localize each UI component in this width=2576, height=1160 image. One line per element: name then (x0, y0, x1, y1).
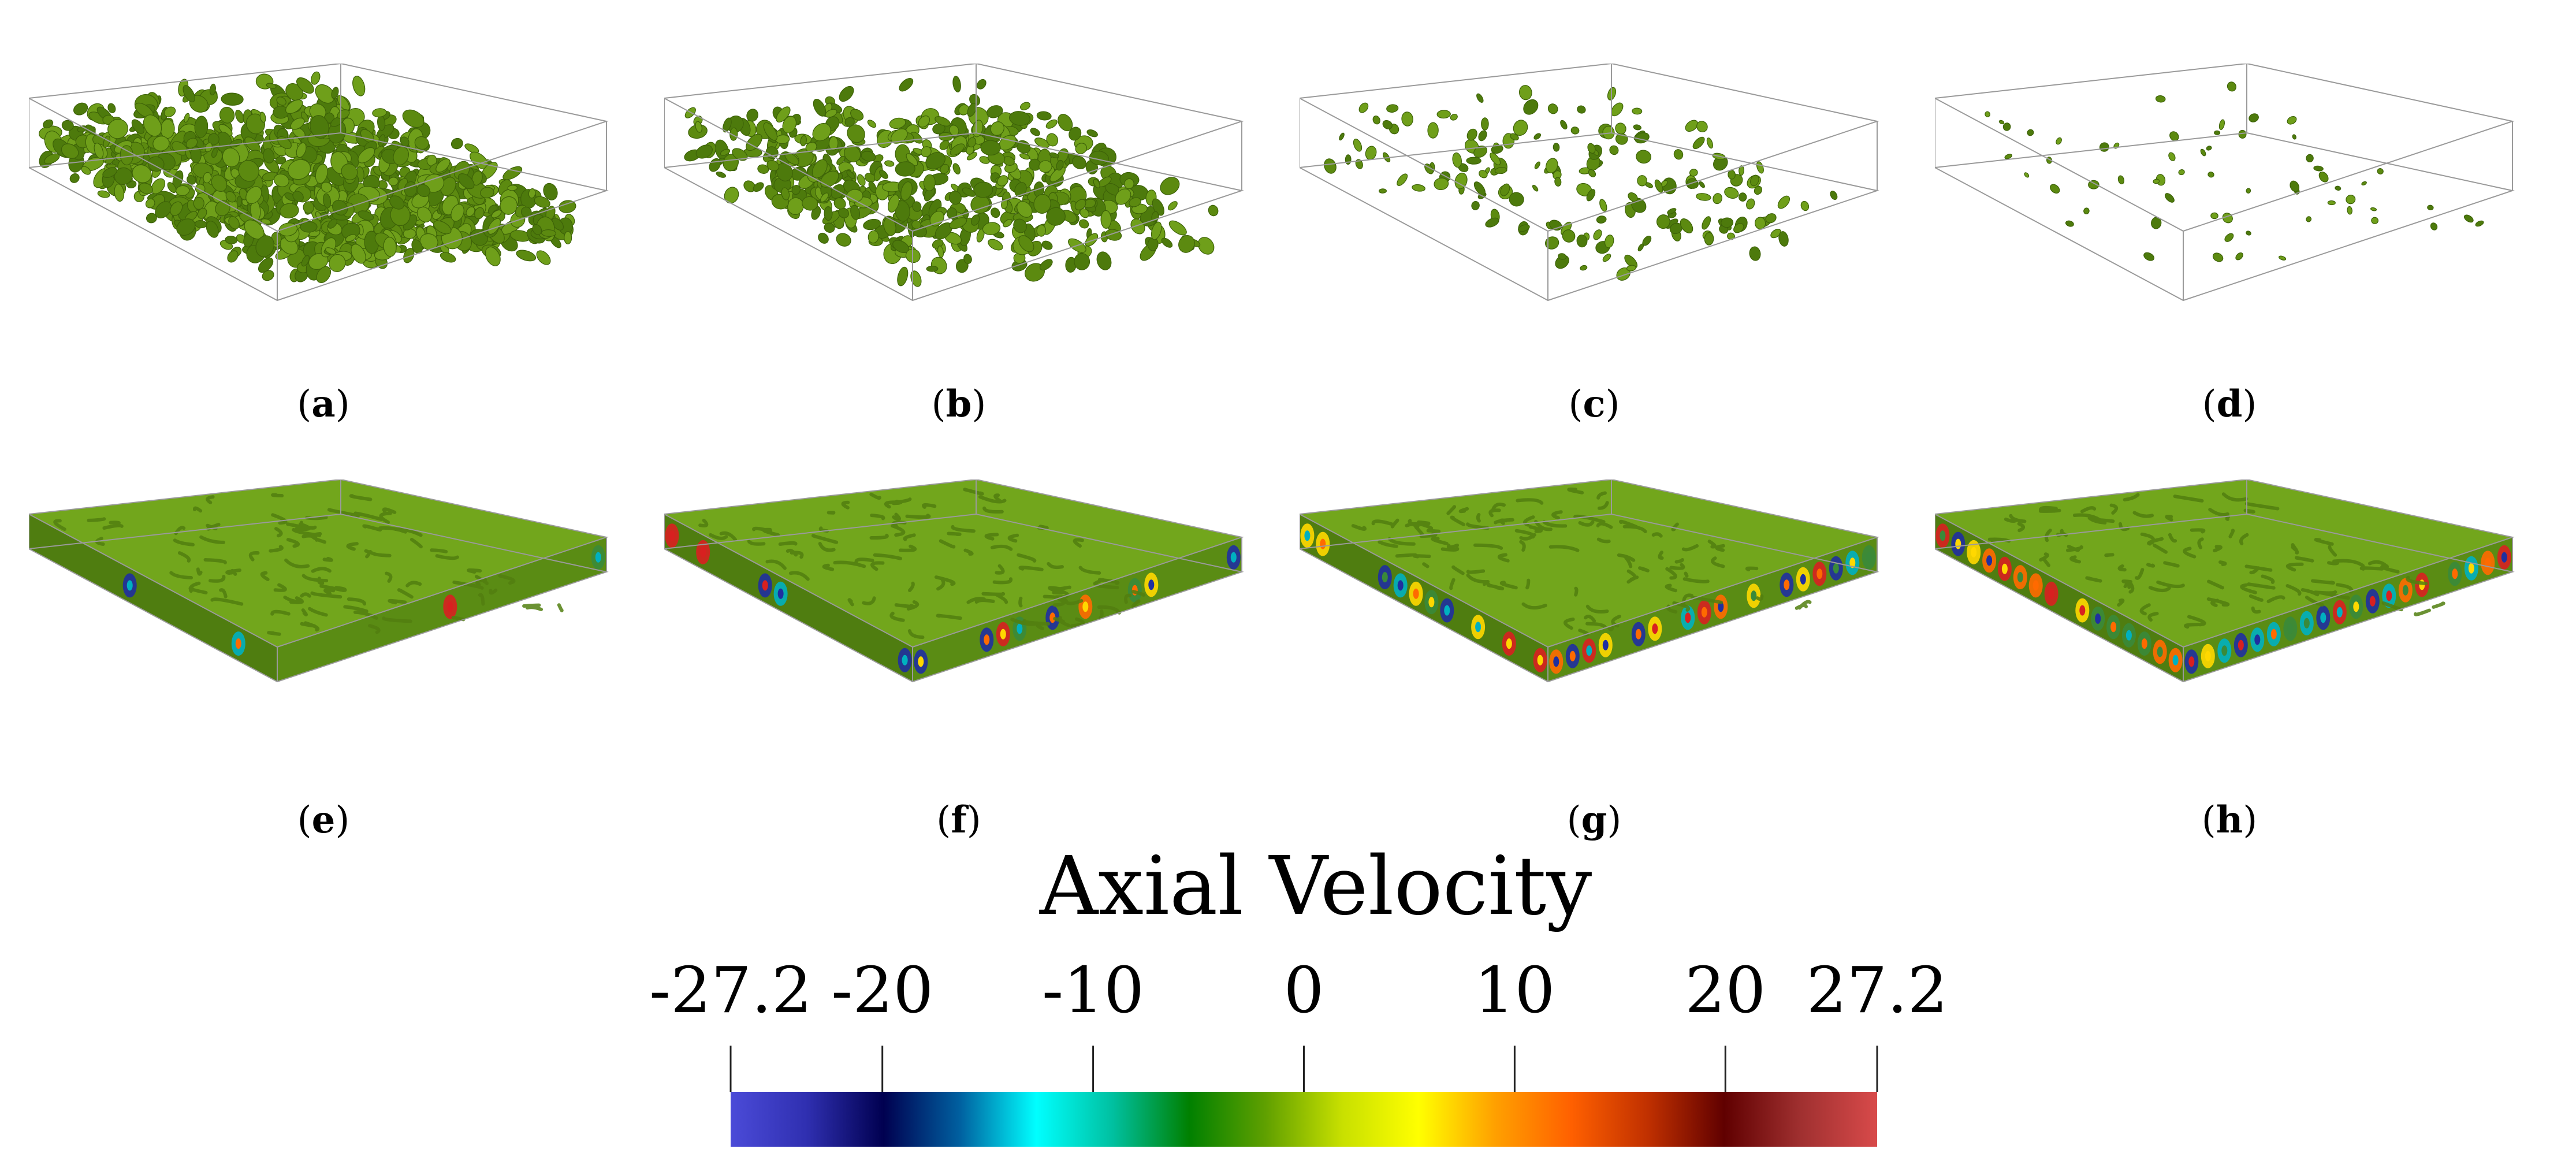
colorbar-tick-label: -20 (831, 953, 933, 1027)
panel-h-render (1935, 479, 2515, 683)
caption-b: (b) (931, 382, 987, 426)
caption-d: (d) (2202, 382, 2257, 426)
caption-c: (c) (1568, 382, 1620, 426)
colorbar-tick-label: 0 (1284, 953, 1324, 1027)
panel-f (664, 479, 1253, 768)
panel-e (29, 479, 618, 768)
caption-a: (a) (297, 382, 350, 426)
caption-g: (g) (1566, 798, 1622, 842)
caption-d-letter: d (2216, 382, 2243, 426)
caption-a-letter: a (311, 382, 336, 426)
caption-e-letter: e (311, 798, 336, 842)
panel-g-render (1300, 479, 1879, 683)
caption-f: (f) (936, 798, 981, 842)
caption-g-letter: g (1581, 798, 1607, 842)
colorbar-title: Axial Velocity (1040, 839, 1592, 934)
colorbar-tick-label: 27.2 (1807, 953, 1948, 1027)
panel-a-render (29, 64, 609, 302)
panel-d (1935, 64, 2524, 352)
colorbar-tick-label: -27.2 (649, 953, 812, 1027)
caption-f-letter: f (951, 798, 967, 842)
colorbar-tick-label: -10 (1042, 953, 1144, 1027)
colorbar-tick-label: 10 (1474, 953, 1555, 1027)
panel-g (1300, 479, 1889, 768)
panel-h (1935, 479, 2524, 768)
colorbar-tick-label: 20 (1685, 953, 1766, 1027)
panel-f-render (664, 479, 1244, 683)
panel-c (1300, 64, 1889, 352)
colorbar-gradient (731, 1092, 1877, 1147)
panel-a (29, 64, 618, 352)
caption-e: (e) (297, 798, 350, 842)
caption-c-letter: c (1583, 382, 1606, 426)
panel-c-render (1300, 64, 1879, 302)
caption-h-letter: h (2216, 798, 2243, 842)
caption-b-letter: b (945, 382, 972, 426)
panel-b-render (664, 64, 1244, 302)
panel-e-render (29, 479, 609, 683)
panel-d-render (1935, 64, 2515, 302)
caption-h: (h) (2201, 798, 2258, 842)
panel-b (664, 64, 1253, 352)
